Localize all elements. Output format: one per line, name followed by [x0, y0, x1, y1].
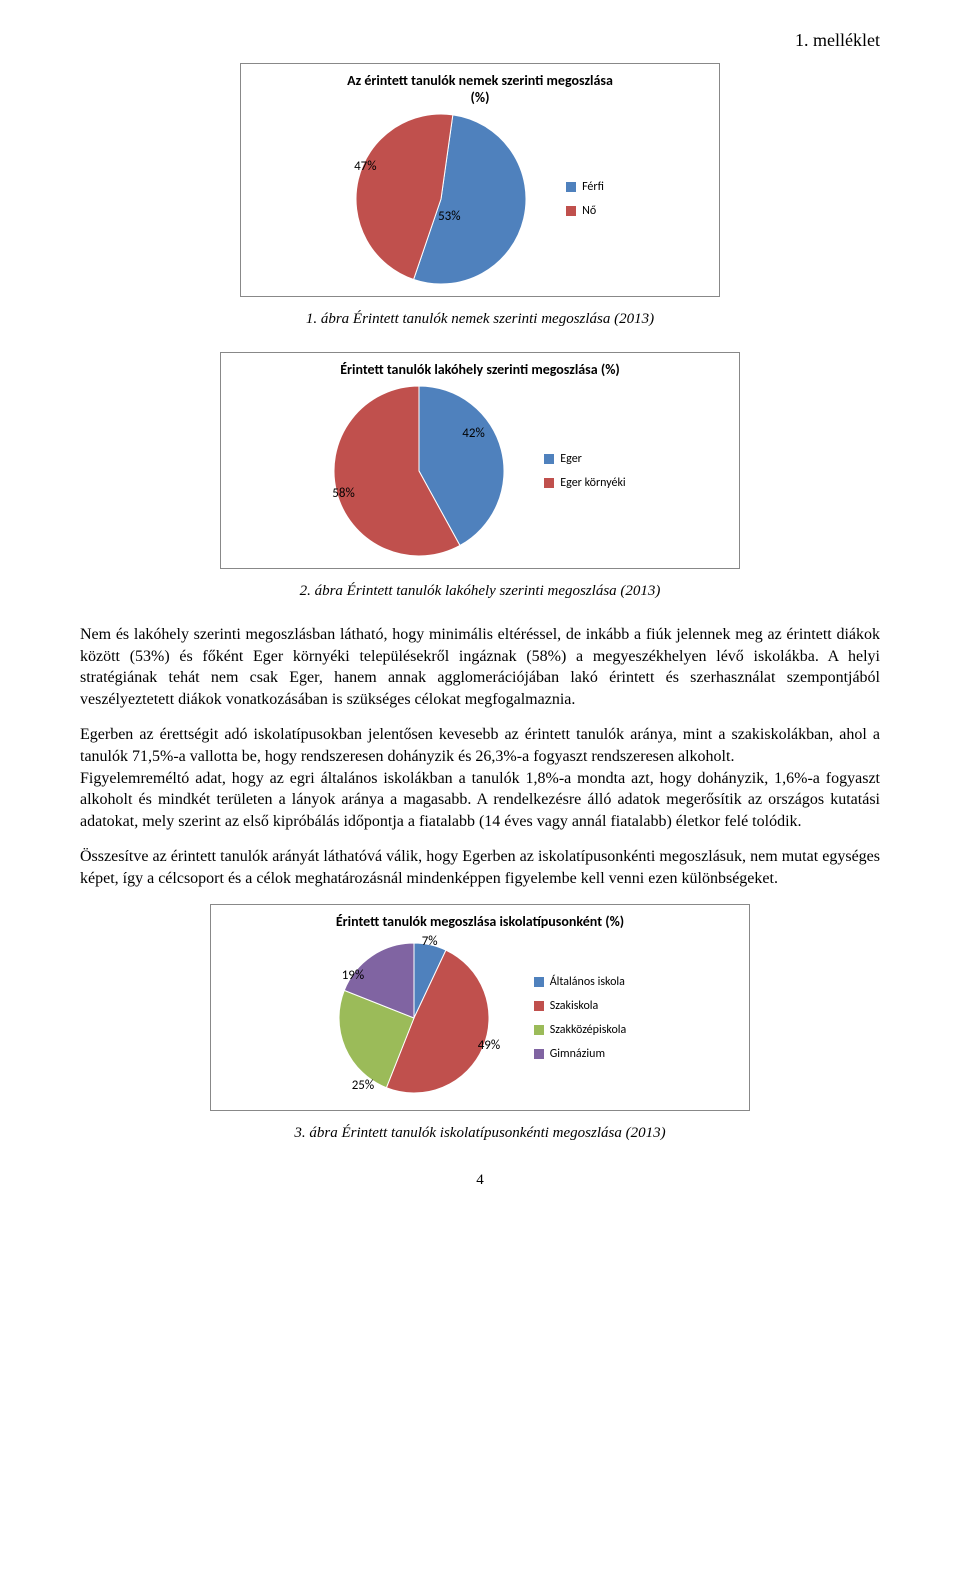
paragraph-4: Összesítve az érintett tanulók arányát l… — [80, 846, 880, 889]
caption-1: 1. ábra Érintett tanulók nemek szerinti … — [80, 311, 880, 328]
chart-schooltype-title: Érintett tanulók megoszlása iskolatípuso… — [223, 913, 737, 930]
legend-item: Nő — [566, 204, 604, 218]
legend-swatch — [544, 454, 554, 464]
chart-residence-label-42: 42% — [462, 426, 484, 441]
chart-schooltype-label-19: 19% — [342, 968, 364, 983]
chart-gender-pie: 47% 53% — [356, 114, 526, 284]
paragraph-3: Figyelemreméltó adat, hogy az egri által… — [80, 768, 880, 833]
legend-item: Szakközépiskola — [534, 1023, 627, 1037]
legend-label: Eger környéki — [560, 476, 625, 490]
legend-swatch — [534, 977, 544, 987]
legend-label: Szakközépiskola — [550, 1023, 627, 1037]
paragraph-1: Nem és lakóhely szerinti megoszlásban lá… — [80, 624, 880, 710]
legend-item: Eger környéki — [544, 476, 625, 490]
chart-gender-title: Az érintett tanulók nemek szerinti megos… — [253, 72, 707, 106]
annex-label: 1. melléklet — [80, 30, 880, 51]
legend-item: Gimnázium — [534, 1047, 627, 1061]
legend-label: Általános iskola — [550, 975, 625, 989]
paragraph-2: Egerben az érettségit adó iskolatípusokb… — [80, 724, 880, 767]
caption-2: 2. ábra Érintett tanulók lakóhely szerin… — [80, 583, 880, 600]
chart-gender: Az érintett tanulók nemek szerinti megos… — [240, 63, 720, 297]
chart-schooltype-label-25: 25% — [352, 1078, 374, 1093]
caption-3: 3. ábra Érintett tanulók iskolatípusonké… — [80, 1125, 880, 1142]
chart-residence: Érintett tanulók lakóhely szerinti megos… — [220, 352, 740, 569]
legend-label: Férfi — [582, 180, 604, 194]
legend-item: Férfi — [566, 180, 604, 194]
legend-swatch — [534, 1025, 544, 1035]
chart-schooltype-legend: Általános iskola Szakiskola Szakközépiskol… — [534, 965, 627, 1071]
chart-gender-label-47: 47% — [354, 159, 376, 174]
legend-swatch — [544, 478, 554, 488]
chart-residence-pie: 42% 58% — [334, 386, 504, 556]
legend-label: Gimnázium — [550, 1047, 605, 1061]
chart-schooltype-label-49: 49% — [478, 1038, 500, 1053]
legend-item: Általános iskola — [534, 975, 627, 989]
chart-residence-title: Érintett tanulók lakóhely szerinti megos… — [233, 361, 727, 378]
legend-item: Szakiskola — [534, 999, 627, 1013]
legend-swatch — [566, 182, 576, 192]
chart-residence-legend: Eger Eger környéki — [544, 442, 625, 500]
chart-gender-label-53: 53% — [438, 209, 460, 224]
legend-label: Eger — [560, 452, 582, 466]
chart-schooltype: Érintett tanulók megoszlása iskolatípuso… — [210, 904, 750, 1111]
legend-swatch — [534, 1001, 544, 1011]
page-number: 4 — [80, 1172, 880, 1189]
chart-residence-label-58: 58% — [332, 486, 354, 501]
legend-item: Eger — [544, 452, 625, 466]
chart-gender-legend: Férfi Nő — [566, 170, 604, 228]
chart-schooltype-pie: 7% 49% 25% 19% — [334, 938, 494, 1098]
chart-schooltype-label-7: 7% — [422, 934, 438, 949]
legend-label: Nő — [582, 204, 596, 218]
legend-swatch — [534, 1049, 544, 1059]
legend-label: Szakiskola — [550, 999, 599, 1013]
legend-swatch — [566, 206, 576, 216]
